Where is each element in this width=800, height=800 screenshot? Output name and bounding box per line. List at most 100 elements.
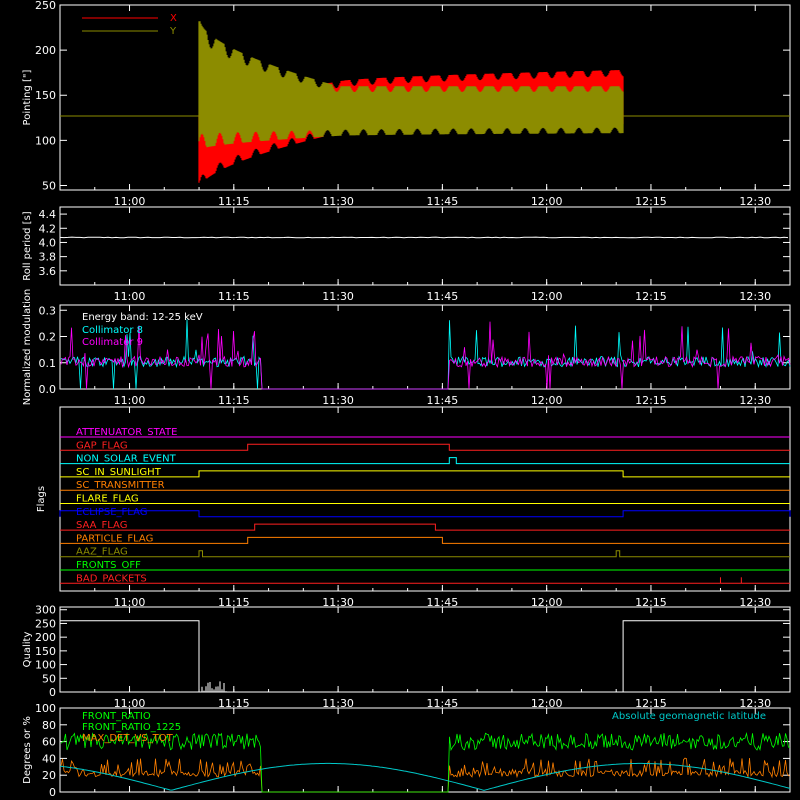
y-tick-label: 60 (42, 736, 56, 749)
legend-label-front-ratio: FRONT_RATIO (82, 711, 151, 722)
panel-frame-0 (59, 4, 791, 191)
x-tick-label: 11:45 (427, 290, 459, 303)
y-axis-label: Quality (22, 632, 33, 668)
y-tick-label: 100 (35, 702, 56, 715)
front-ratio-line (60, 732, 791, 793)
y-tick-label: 250 (35, 0, 56, 12)
x-tick-label: 11:30 (322, 394, 354, 407)
x-tick-label: 11:15 (218, 195, 250, 208)
y-tick-label: 0 (49, 686, 56, 699)
x-tick-label: 11:00 (114, 394, 146, 407)
x-tick-label: 12:30 (739, 290, 771, 303)
x-tick-label: 11:30 (322, 596, 354, 609)
y-axis-label: Roll period [s] (22, 211, 33, 280)
x-tick-label: 11:45 (427, 394, 459, 407)
geomagnetic-latitude-line (59, 762, 791, 791)
x-tick-label: 11:45 (427, 195, 459, 208)
y-tick-label: 0.0 (39, 383, 57, 396)
x-tick-label: 12:00 (531, 697, 563, 710)
y-axis-label: Normalized modulation (22, 289, 33, 406)
quality-line (60, 620, 790, 693)
x-tick-label: 11:45 (427, 697, 459, 710)
x-tick-label: 12:15 (635, 697, 667, 710)
y-tick-label: 40 (42, 752, 56, 765)
x-tick-label: 12:15 (635, 195, 667, 208)
y-tick-label: 0.2 (39, 331, 57, 344)
modulation-1 (60, 321, 791, 390)
y-tick-label: 200 (35, 631, 56, 644)
x-tick-label: 11:30 (322, 697, 354, 710)
flag-label-eclipse_flag: ECLIPSE_FLAG (76, 507, 147, 518)
flag-label-fronts_off: FRONTS_OFF (76, 560, 141, 571)
x-tick-label: 11:15 (218, 290, 250, 303)
series-Y (198, 21, 624, 148)
x-tick-label: 11:45 (427, 596, 459, 609)
y-tick-label: 0.1 (39, 357, 57, 370)
energy-band-annotation: Energy band: 12-25 keV (82, 312, 203, 323)
y-tick-label: 4.2 (39, 222, 57, 235)
x-tick-label: 12:30 (739, 697, 771, 710)
x-tick-label: 11:00 (114, 195, 146, 208)
y-tick-label: 20 (42, 769, 56, 782)
legend-label-Y: Y (169, 26, 177, 37)
x-tick-label: 12:15 (635, 394, 667, 407)
y-tick-label: 100 (35, 134, 56, 147)
legend-label-X: X (170, 13, 177, 24)
x-tick-label: 12:30 (739, 394, 771, 407)
flag-label-bad_packets: BAD_PACKETS (76, 573, 147, 584)
flag-label-sc_transmitter: SC_TRANSMITTER (76, 480, 165, 491)
roll-period-line (59, 236, 789, 239)
x-tick-label: 12:30 (739, 596, 771, 609)
x-tick-label: 11:30 (322, 290, 354, 303)
geomagnetic-annotation: Absolute geomagnetic latitude (612, 711, 766, 722)
x-tick-label: 12:00 (531, 394, 563, 407)
y-tick-label: 4.0 (39, 236, 57, 249)
y-tick-label: 200 (35, 44, 56, 57)
x-tick-label: 12:00 (531, 195, 563, 208)
legend-label-max-det: MAX_DET_VS_TOT (82, 733, 174, 744)
y-tick-label: 100 (35, 659, 56, 672)
flag-label-saa_flag: SAA_FLAG (76, 520, 127, 531)
flag-label-particle_flag: PARTICLE_FLAG (76, 533, 153, 544)
x-tick-label: 11:15 (218, 596, 250, 609)
y-tick-label: 0.3 (39, 304, 57, 317)
x-tick-label: 12:00 (531, 290, 563, 303)
legend-label-front-ratio-1225: FRONT_RATIO_1225 (82, 722, 181, 733)
flag-label-sc_in_sunlight: SC_IN_SUNLIGHT (76, 467, 162, 478)
flag-line-eclipse_flag (59, 510, 791, 518)
y-tick-label: 250 (35, 617, 56, 630)
y-tick-label: 3.6 (39, 265, 57, 278)
y-tick-label: 0 (49, 786, 56, 799)
y-tick-label: 50 (42, 179, 56, 192)
panel-frame-1 (59, 206, 791, 286)
x-tick-label: 12:15 (635, 290, 667, 303)
y-tick-label: 80 (42, 719, 56, 732)
flag-line-particle_flag (60, 536, 790, 544)
x-tick-label: 11:15 (218, 697, 250, 710)
flag-line-saa_flag (60, 523, 790, 531)
panel-frame-4 (59, 606, 791, 693)
flag-line-non_solar_event (60, 457, 790, 465)
flag-label-attenuator_state: ATTENUATOR_STATE (76, 427, 177, 438)
flag-line-gap_flag (60, 443, 790, 451)
y-tick-label: 50 (42, 672, 56, 685)
y-tick-label: 150 (35, 89, 56, 102)
x-tick-label: 11:30 (322, 195, 354, 208)
y-tick-label: 300 (35, 604, 56, 617)
flag-label-flare_flag: FLARE_FLAG (76, 494, 139, 505)
x-tick-label: 12:30 (739, 195, 771, 208)
y-tick-label: 3.8 (39, 251, 57, 264)
flag-line-sc_in_sunlight (60, 470, 790, 478)
x-tick-label: 11:15 (218, 394, 250, 407)
flag-label-non_solar_event: NON_SOLAR_EVENT (76, 454, 177, 465)
panel-frame-3 (59, 406, 791, 592)
y-tick-label: 150 (35, 645, 56, 658)
series-line-Y (198, 21, 624, 148)
flag-label-gap_flag: GAP_FLAG (76, 440, 128, 451)
legend-label-collimator-1: Collimator 9 (82, 337, 143, 348)
quality-spikes (201, 681, 227, 692)
x-tick-label: 11:00 (114, 697, 146, 710)
y-axis-label: Pointing ["] (22, 69, 33, 125)
y-tick-label: 4.4 (39, 208, 57, 221)
